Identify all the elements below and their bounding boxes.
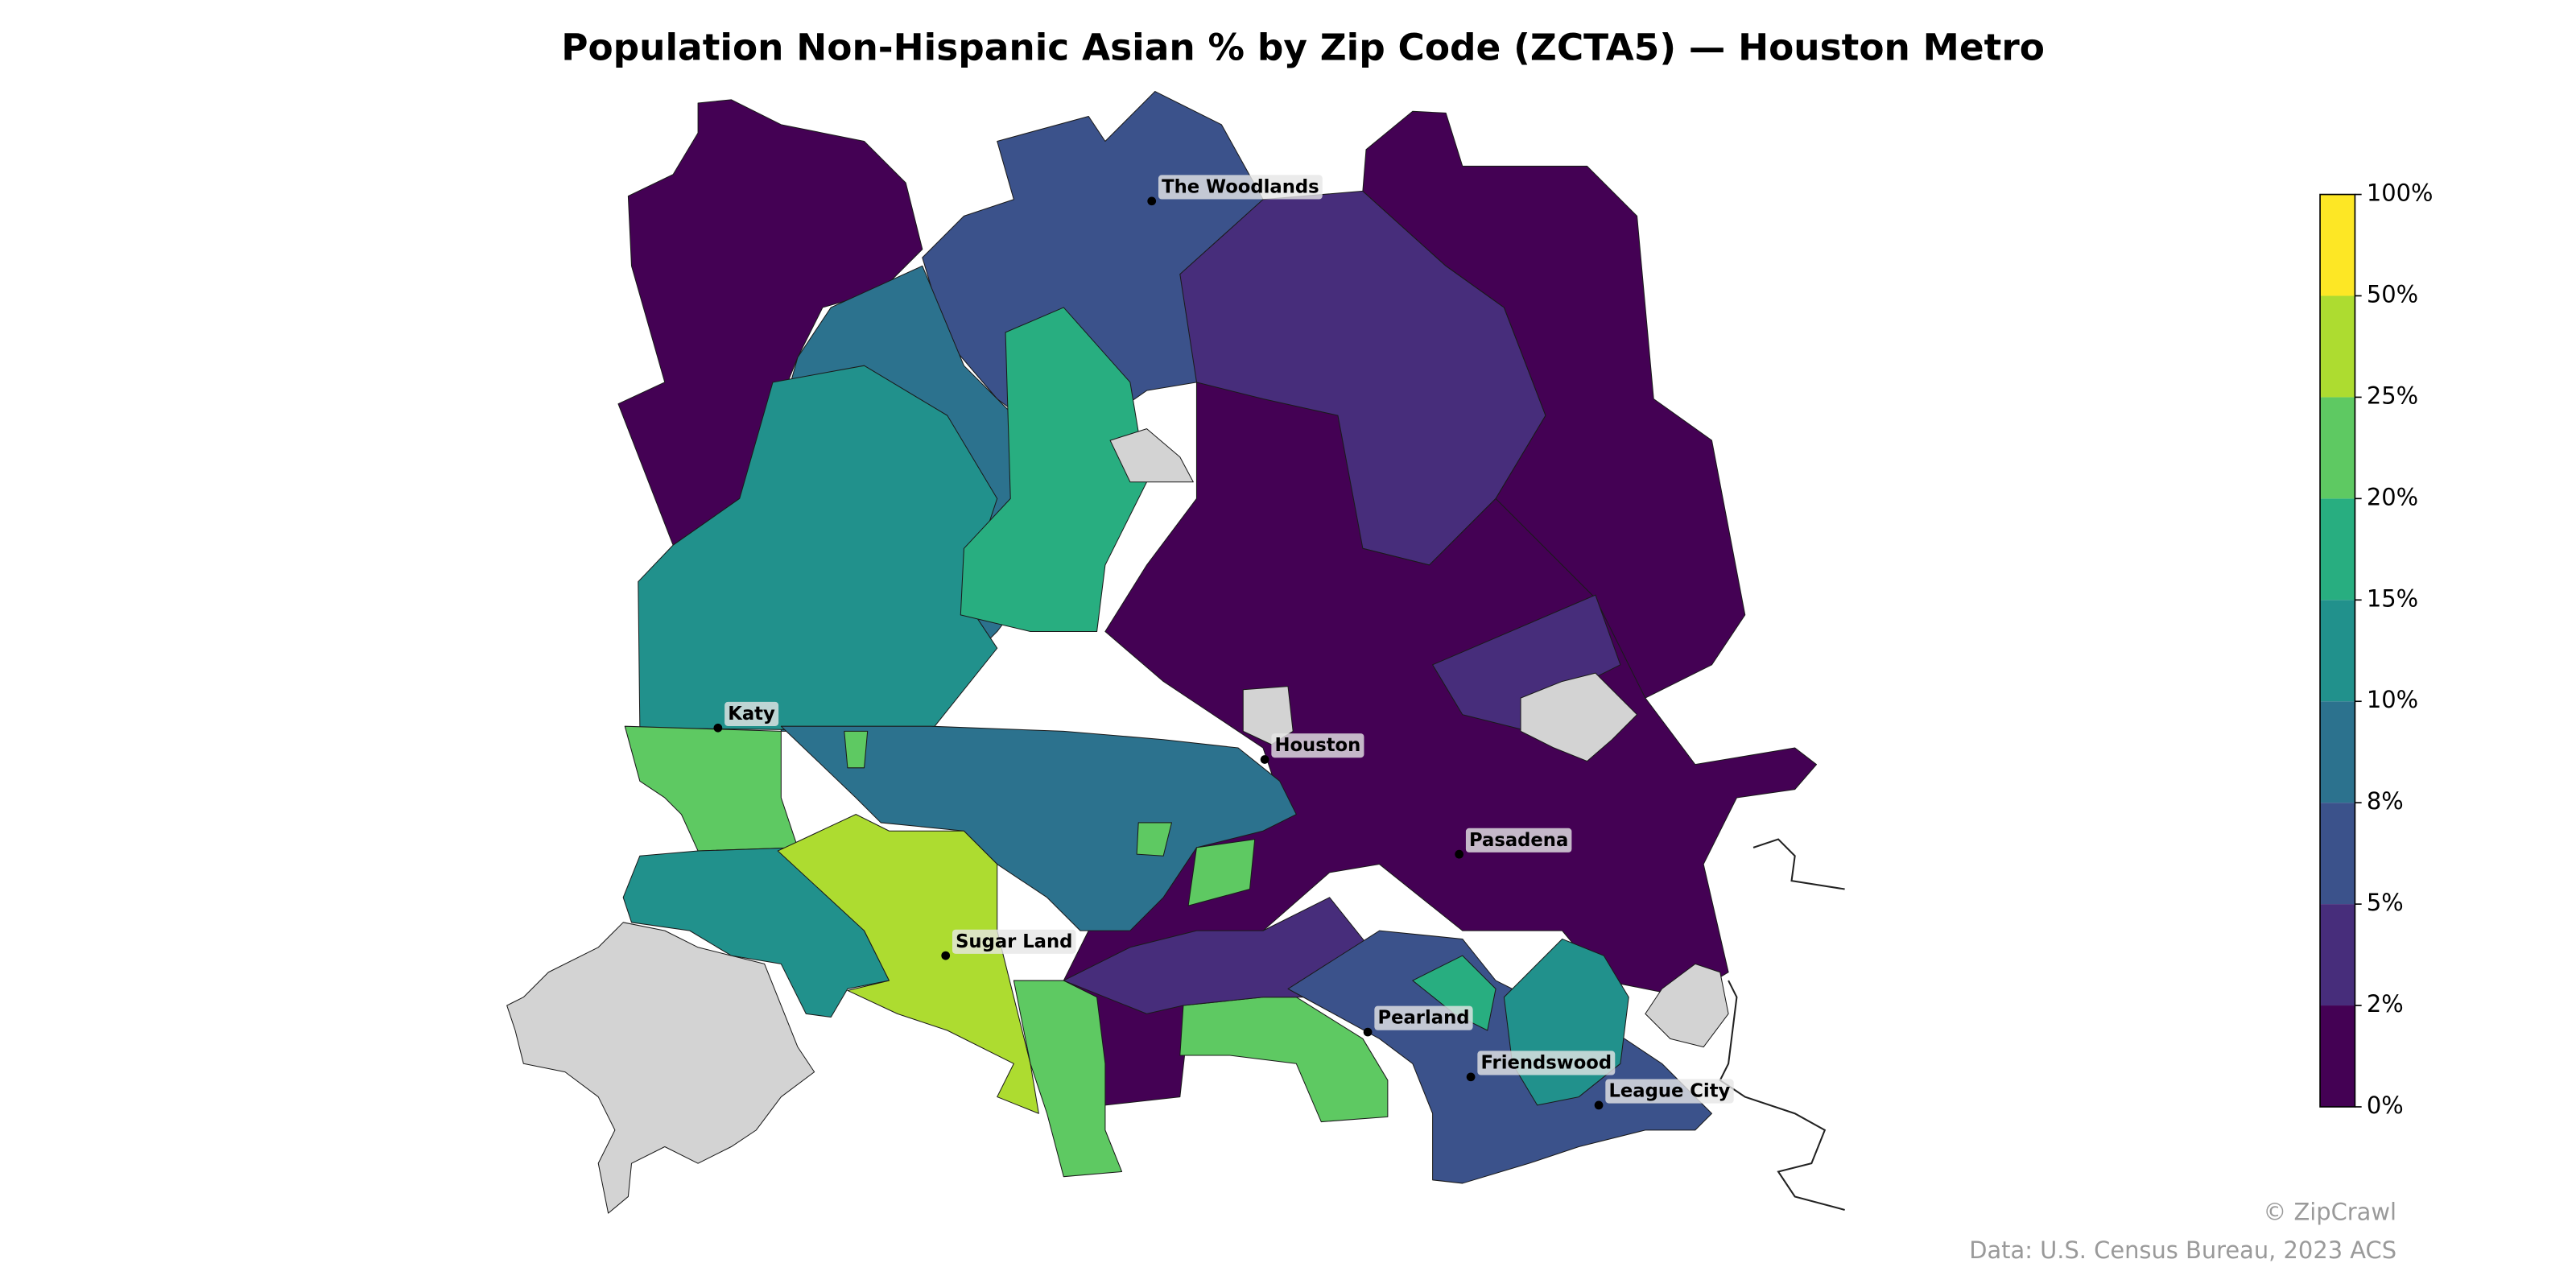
- city-label-bg: [1158, 175, 1323, 200]
- city-dot: [1594, 1100, 1604, 1110]
- zip-region-no-data: [506, 922, 815, 1214]
- city-label: Pearland: [1377, 1008, 1469, 1029]
- colorbar-tick-label: 10%: [2367, 686, 2418, 713]
- colorbar-tick-label: 0%: [2367, 1092, 2404, 1119]
- zip-regions: [506, 91, 1818, 1214]
- city-label: The Woodlands: [1162, 176, 1319, 197]
- city-dot: [1147, 196, 1157, 206]
- colorbar-bin: [2320, 295, 2355, 398]
- city-label-bg: [1465, 828, 1572, 852]
- city-label-bg: [952, 929, 1076, 954]
- city-label-bg: [724, 701, 779, 726]
- source-note: Data: U.S. Census Bureau, 2023 ACS: [1969, 1236, 2396, 1264]
- city-dot: [1455, 849, 1464, 859]
- city-label: Friendswood: [1480, 1052, 1612, 1073]
- colorbar-bin: [2320, 498, 2355, 601]
- zip-region: [780, 725, 1297, 931]
- city-dot: [941, 951, 951, 960]
- city-label: League City: [1608, 1081, 1730, 1102]
- city-label-bg: [1271, 733, 1364, 758]
- colorbar-tick-label: 5%: [2367, 889, 2404, 916]
- colorbar-tick-label: 2%: [2367, 990, 2404, 1018]
- map-title: Population Non-Hispanic Asian % by Zip C…: [561, 26, 2045, 68]
- coastline: [1719, 980, 1845, 1211]
- city-dot: [1260, 755, 1269, 764]
- city-label-bg: [1477, 1051, 1616, 1075]
- colorbar-tick-label: 8%: [2367, 787, 2404, 815]
- city-dot: [713, 723, 723, 733]
- zip-region-no-data: [1645, 963, 1729, 1048]
- zip-region: [624, 725, 799, 852]
- colorbar-bin: [2320, 803, 2355, 905]
- colorbar-tick-label: 15%: [2367, 584, 2418, 612]
- city-label: Houston: [1274, 735, 1360, 756]
- colorbar: 0% 2% 5% 8% 10% 15% 20% 25% 50% 100%: [2319, 180, 2434, 1119]
- city-label: Sugar Land: [956, 931, 1072, 952]
- coastline: [1752, 838, 1845, 890]
- city-label: Pasadena: [1469, 830, 1568, 851]
- city-markers: The Woodlands Katy Houston Pasadena Suga…: [713, 175, 1734, 1110]
- colorbar-tick-label: 20%: [2367, 483, 2418, 510]
- zip-region: [960, 307, 1148, 633]
- city-label-bg: [1605, 1079, 1734, 1104]
- colorbar-bin: [2320, 701, 2355, 803]
- city-label-bg: [1374, 1005, 1473, 1030]
- colorbar-bin: [2320, 904, 2355, 1006]
- zip-region: [1136, 822, 1172, 857]
- zip-region-no-data: [1109, 428, 1194, 483]
- zip-region-no-data: [1520, 672, 1638, 762]
- colorbar-bin: [2320, 600, 2355, 702]
- colorbar-bin: [2320, 1005, 2355, 1107]
- zip-region: [844, 730, 869, 769]
- colorbar-tick-label: 50%: [2367, 280, 2418, 308]
- city-label: Katy: [728, 704, 775, 724]
- zip-region: [1187, 839, 1256, 906]
- colorbar-tick-label: 25%: [2367, 382, 2418, 409]
- zip-region: [1013, 980, 1123, 1178]
- credit: © ZipCrawl: [2263, 1198, 2396, 1225]
- city-dot: [1466, 1072, 1476, 1082]
- city-dot: [1363, 1027, 1373, 1037]
- colorbar-bin: [2320, 194, 2355, 296]
- zip-region: [777, 814, 1039, 1114]
- colorbar-frame: [2319, 193, 2356, 1108]
- colorbar-tick-label: 100%: [2367, 180, 2434, 207]
- colorbar-bin: [2320, 397, 2355, 499]
